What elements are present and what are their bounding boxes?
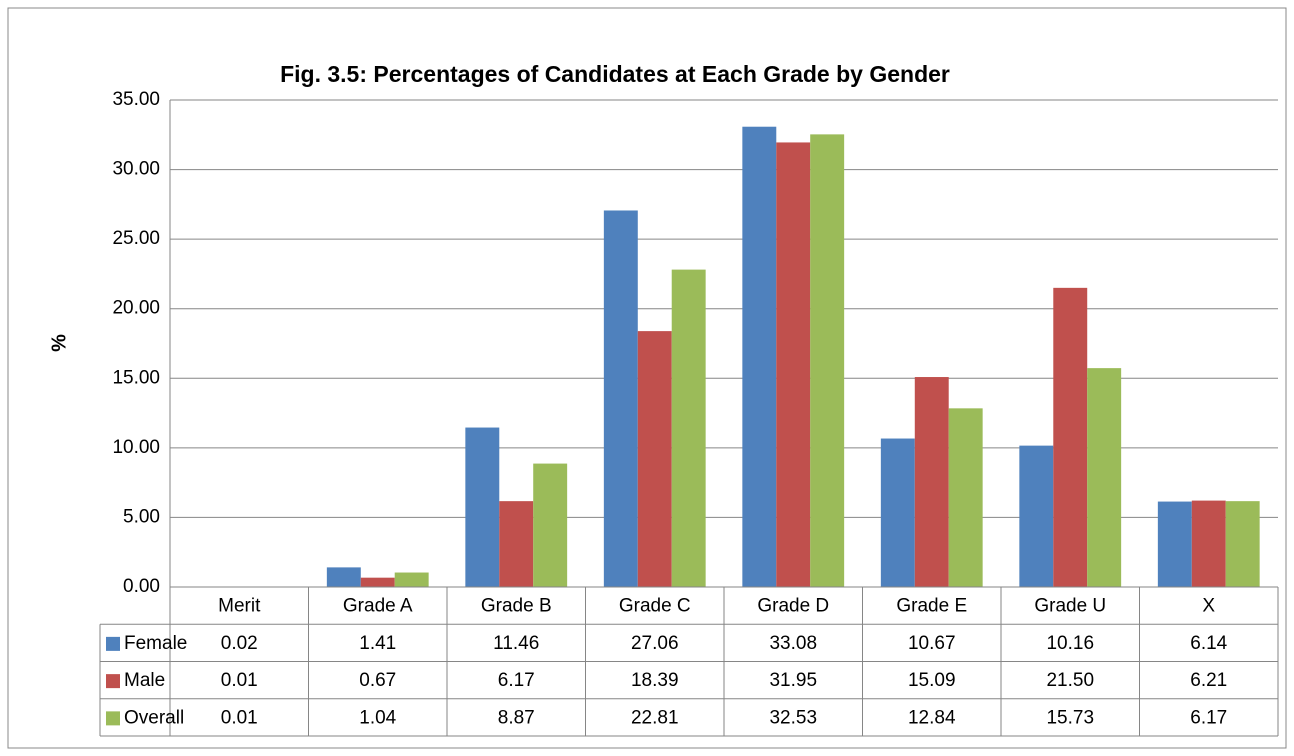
bar	[394, 572, 429, 587]
bar	[533, 463, 568, 587]
bar	[603, 210, 638, 587]
bar	[742, 126, 777, 588]
bar	[1157, 501, 1192, 587]
y-tick-label: 30.00	[112, 159, 160, 180]
y-tick-label: 15.00	[112, 367, 160, 388]
table-value: 10.67	[908, 633, 956, 654]
bar	[1053, 287, 1088, 587]
table-value: 10.16	[1046, 633, 1094, 654]
table-value: 33.08	[769, 633, 817, 654]
table-value: 12.84	[908, 707, 956, 728]
bar	[1087, 368, 1122, 587]
chart-title: Fig. 3.5: Percentages of Candidates at E…	[280, 61, 950, 87]
x-tick-label: Grade D	[757, 596, 829, 617]
bar	[948, 408, 983, 587]
x-tick-label: X	[1202, 596, 1215, 617]
y-tick-label: 0.00	[123, 576, 160, 597]
table-value: 21.50	[1046, 670, 1094, 691]
y-tick-label: 5.00	[123, 506, 160, 527]
bar	[1019, 445, 1054, 587]
legend-swatch	[106, 674, 120, 689]
bar	[810, 134, 845, 587]
chart-frame	[7, 7, 1287, 749]
legend-label: Male	[124, 670, 165, 691]
table-value: 27.06	[631, 633, 679, 654]
bar	[499, 501, 534, 587]
y-tick-label: 20.00	[112, 298, 160, 319]
table-value: 6.17	[498, 670, 535, 691]
table-value: 0.01	[221, 670, 258, 691]
legend-label: Overall	[124, 707, 184, 728]
table-value: 15.09	[908, 670, 956, 691]
table-value: 1.41	[359, 633, 396, 654]
bar	[637, 331, 672, 587]
table-value: 11.46	[493, 633, 539, 654]
y-tick-label: 10.00	[112, 437, 160, 458]
x-tick-label: Merit	[218, 596, 261, 617]
x-tick-label: Grade E	[896, 596, 967, 617]
x-tick-label: Grade A	[343, 596, 413, 617]
legend-swatch	[106, 711, 120, 726]
table-value: 31.95	[769, 670, 817, 691]
y-tick-label: 35.00	[112, 89, 160, 110]
bar	[1225, 501, 1260, 587]
legend-swatch	[106, 636, 120, 651]
table-value: 8.87	[498, 707, 535, 728]
table-value: 6.21	[1190, 670, 1227, 691]
table-value: 15.73	[1046, 707, 1094, 728]
y-axis-label: %	[48, 334, 70, 352]
table-value: 6.14	[1190, 633, 1227, 654]
legend-label: Female	[124, 633, 187, 654]
table-value: 6.17	[1190, 707, 1227, 728]
x-tick-label: Grade C	[619, 596, 691, 617]
bar	[1191, 500, 1226, 587]
y-tick-label: 25.00	[112, 228, 160, 249]
bar	[671, 269, 706, 587]
table-value: 0.01	[221, 707, 258, 728]
bar	[326, 567, 361, 587]
bar	[360, 577, 395, 587]
bar	[880, 438, 915, 587]
table-value: 0.02	[221, 633, 258, 654]
bar	[914, 377, 949, 587]
table-value: 0.67	[359, 670, 396, 691]
bar	[776, 142, 811, 587]
table-value: 1.04	[359, 707, 396, 728]
table-value: 18.39	[631, 670, 679, 691]
table-value: 32.53	[769, 707, 817, 728]
bar	[465, 427, 500, 587]
x-tick-label: Grade B	[481, 596, 552, 617]
table-value: 22.81	[631, 707, 679, 728]
x-tick-label: Grade U	[1034, 596, 1106, 617]
